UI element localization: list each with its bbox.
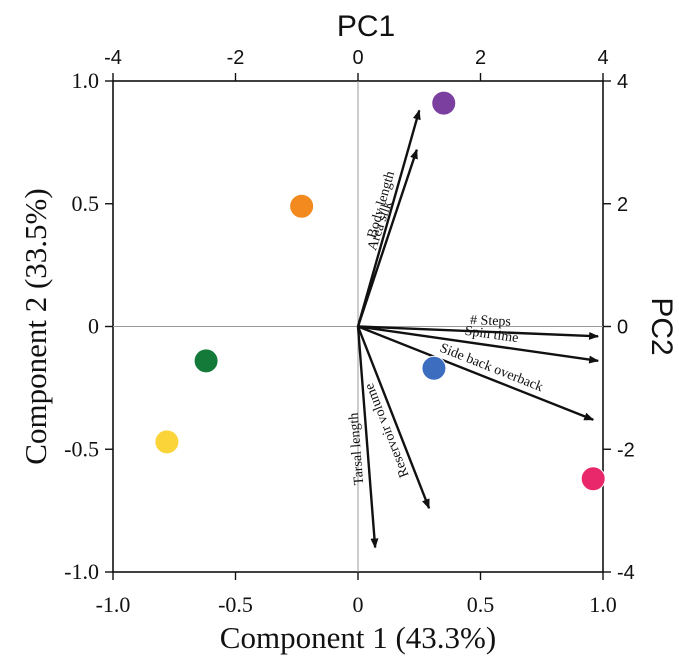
x-tick-label: 0 <box>353 592 364 617</box>
right-tick-label: -4 <box>617 562 635 584</box>
y-tick-label: 1.0 <box>72 68 100 93</box>
vector-label: Side back overback <box>438 341 545 395</box>
loading-vector <box>357 325 595 421</box>
x-axis-title: Component 1 (43.3%) <box>220 620 496 655</box>
loading-vector <box>356 326 431 510</box>
score-point <box>421 355 447 381</box>
loading-vector <box>357 325 600 340</box>
right-tick-label: 2 <box>617 194 628 216</box>
score-point <box>580 466 606 492</box>
x-tick-label: 1.0 <box>589 592 617 617</box>
right-tick-label: -2 <box>617 439 635 461</box>
y-tick-label: 0.5 <box>72 191 100 216</box>
top-tick-label: 0 <box>352 47 363 69</box>
score-point <box>193 348 219 374</box>
vector-label: Tarsal length <box>347 412 368 485</box>
x-tick-label: -0.5 <box>218 592 253 617</box>
right-axis-title: PC2 <box>645 297 678 355</box>
loading-vector <box>356 109 421 327</box>
y-tick-label: 0 <box>88 314 99 339</box>
right-tick-label: 4 <box>617 71 628 93</box>
top-tick-label: -4 <box>104 47 122 69</box>
score-point <box>154 429 180 455</box>
x-tick-label: 0.5 <box>467 592 495 617</box>
vector-label: # Steps <box>470 313 511 330</box>
score-point <box>289 193 315 219</box>
loading-vector <box>356 148 418 327</box>
loading-vector <box>357 325 600 364</box>
loading-vector <box>356 326 379 549</box>
top-axis-title: PC1 <box>337 10 395 43</box>
right-tick-label: 0 <box>617 317 628 339</box>
x-tick-label: -1.0 <box>96 592 131 617</box>
y-tick-label: -1.0 <box>64 559 99 584</box>
top-tick-label: 4 <box>597 47 608 69</box>
y-axis-title: Component 2 (33.5%) <box>18 188 53 464</box>
top-tick-label: -2 <box>227 47 245 69</box>
score-point <box>431 90 457 116</box>
top-tick-label: 2 <box>475 47 486 69</box>
y-tick-label: -0.5 <box>64 436 99 461</box>
